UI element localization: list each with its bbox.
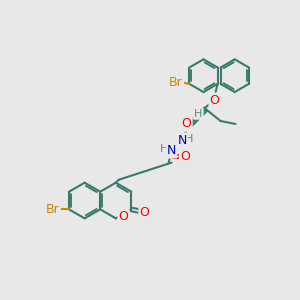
Text: O: O	[210, 94, 220, 107]
Text: O: O	[182, 118, 191, 130]
Text: H: H	[185, 134, 194, 144]
Text: H: H	[194, 109, 202, 118]
Text: N: N	[177, 134, 187, 147]
Text: O: O	[118, 210, 128, 224]
Text: N: N	[167, 144, 176, 157]
Text: Br: Br	[46, 203, 60, 216]
Text: H: H	[160, 144, 168, 154]
Text: O: O	[180, 150, 190, 163]
Text: Br: Br	[169, 76, 183, 89]
Text: O: O	[140, 206, 150, 219]
